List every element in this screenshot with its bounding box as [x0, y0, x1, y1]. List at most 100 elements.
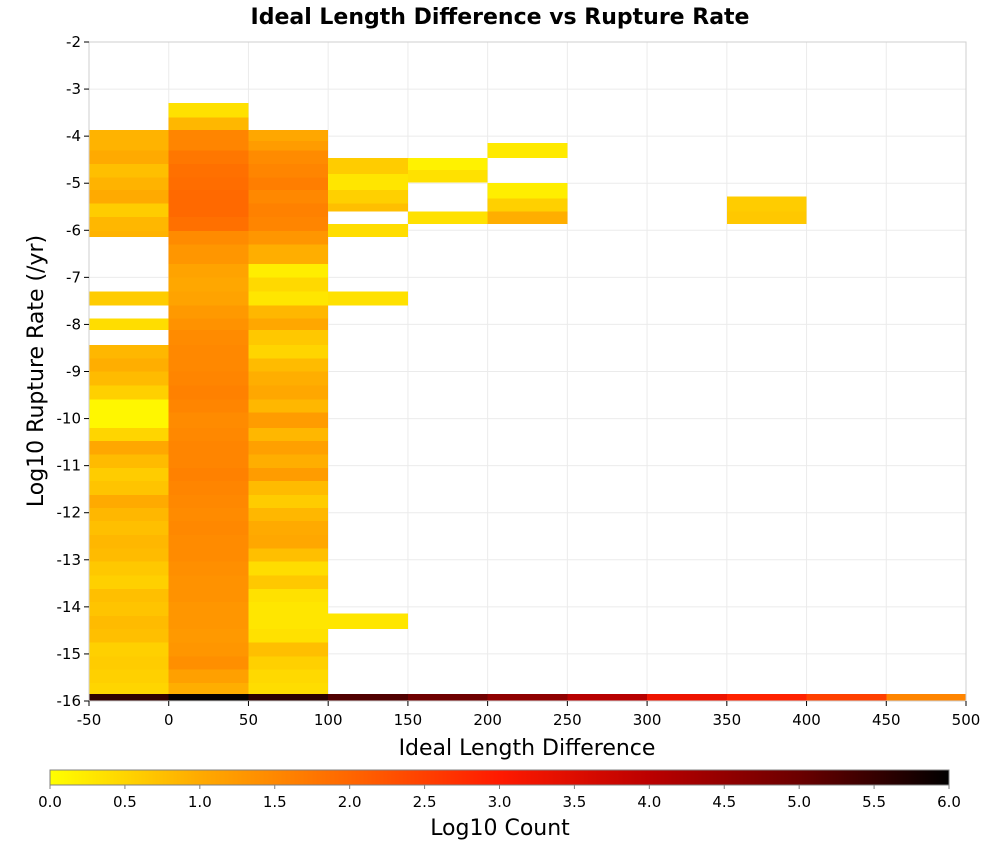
heatmap-cell — [248, 628, 329, 643]
x-tick-label: 0 — [164, 711, 174, 729]
heatmap-cell — [89, 575, 169, 589]
heatmap-cell — [168, 534, 249, 549]
heatmap-cell — [89, 441, 169, 455]
heatmap-cell — [168, 412, 249, 428]
heatmap-cell — [248, 140, 329, 151]
heatmap-cell — [168, 454, 249, 468]
heatmap-cell — [168, 130, 249, 151]
heatmap-cell — [487, 211, 568, 225]
x-tick-label: 50 — [239, 711, 258, 729]
heatmap-cell — [487, 143, 568, 158]
heatmap-cell — [168, 189, 249, 204]
heatmap-cell — [89, 163, 169, 178]
heatmap-cell — [89, 399, 169, 428]
heatmap-cell — [248, 130, 329, 141]
heatmap-cell — [168, 481, 249, 495]
heatmap-cell — [328, 613, 408, 629]
heatmap-cell — [89, 203, 169, 218]
heatmap-cell — [168, 305, 249, 319]
y-tick-label: -13 — [57, 551, 82, 569]
heatmap-cell — [89, 177, 169, 190]
y-tick-label: -2 — [66, 33, 81, 51]
heatmap-cell — [89, 534, 169, 549]
heatmap-cell — [567, 693, 648, 701]
heatmap-cell — [248, 305, 329, 319]
heatmap-cell — [248, 494, 329, 509]
heatmap-cell — [89, 628, 169, 643]
colorbar-tick-label: 5.0 — [787, 793, 811, 811]
heatmap-cell — [89, 427, 169, 442]
heatmap-cell — [89, 217, 169, 231]
heatmap-cell — [168, 203, 249, 218]
heatmap-cell — [248, 371, 329, 386]
heatmap-cell — [168, 628, 249, 643]
heatmap-cell — [89, 130, 169, 151]
heatmap-cell — [248, 534, 329, 549]
heatmap-cell — [248, 330, 329, 346]
heatmap-cell — [248, 385, 329, 400]
heatmap-cell — [89, 291, 169, 306]
heatmap-cell — [248, 481, 329, 495]
heatmap-cell — [248, 441, 329, 455]
colorbar-tick-label: 3.5 — [562, 793, 586, 811]
heatmap-cell — [647, 693, 727, 701]
heatmap-cell — [89, 454, 169, 468]
heatmap-cell — [89, 150, 169, 164]
x-axis-label: Ideal Length Difference — [399, 736, 656, 761]
heatmap-cell — [168, 575, 249, 589]
heatmap-cell — [168, 230, 249, 245]
heatmap-cell — [168, 358, 249, 372]
heatmap-cell — [89, 189, 169, 204]
heatmap-cell — [328, 173, 408, 190]
heatmap-cell — [168, 467, 249, 482]
x-tick-label: 100 — [314, 711, 343, 729]
y-tick-label: -5 — [66, 174, 81, 192]
heatmap-cell — [248, 454, 329, 468]
heatmap-cell — [726, 693, 807, 701]
heatmap-cell — [168, 561, 249, 576]
heatmap-cell — [168, 588, 249, 603]
heatmap-cell — [168, 602, 249, 616]
heatmap-cell — [248, 427, 329, 442]
heatmap-cell — [89, 548, 169, 562]
heatmap-cell — [89, 683, 169, 697]
colorbar-tick-label: 3.0 — [488, 793, 512, 811]
heatmap-cell — [248, 277, 329, 292]
heatmap-cell — [248, 575, 329, 589]
heatmap-cell — [89, 385, 169, 400]
heatmap-cell — [89, 602, 169, 616]
colorbar-tick-label: 2.5 — [413, 793, 437, 811]
heatmap-cell — [248, 318, 329, 331]
heatmap-cell — [248, 521, 329, 535]
heatmap-cell — [248, 264, 329, 278]
colorbar-tick-label: 0.0 — [38, 793, 62, 811]
heatmap-cell — [89, 358, 169, 372]
heatmap-cell — [89, 345, 169, 359]
heatmap-cells — [89, 103, 966, 701]
heatmap-cell — [168, 163, 249, 178]
heatmap-cell — [248, 230, 329, 245]
heatmap-cell — [248, 412, 329, 428]
heatmap-cell — [726, 196, 807, 212]
heatmap-cell — [248, 467, 329, 482]
heatmap-cell — [168, 217, 249, 231]
heatmap-cell — [328, 157, 408, 174]
heatmap-cell — [89, 669, 169, 684]
colorbar — [49, 769, 950, 786]
heatmap-cell — [487, 198, 568, 212]
heatmap-cell — [248, 244, 329, 265]
heatmap-cell — [407, 157, 488, 171]
y-tick-label: -7 — [66, 268, 81, 286]
heatmap-cell — [168, 441, 249, 455]
heatmap-cell — [248, 548, 329, 562]
heatmap-cell — [248, 642, 329, 657]
y-tick-label: -11 — [57, 457, 82, 475]
heatmap-cell — [89, 494, 169, 509]
colorbar-tick-label: 2.0 — [338, 793, 362, 811]
heatmap-cell — [89, 508, 169, 522]
heatmap-cell — [168, 494, 249, 509]
heatmap-cell — [89, 371, 169, 386]
heatmap-cell — [168, 244, 249, 265]
heatmap-cell — [806, 693, 887, 701]
